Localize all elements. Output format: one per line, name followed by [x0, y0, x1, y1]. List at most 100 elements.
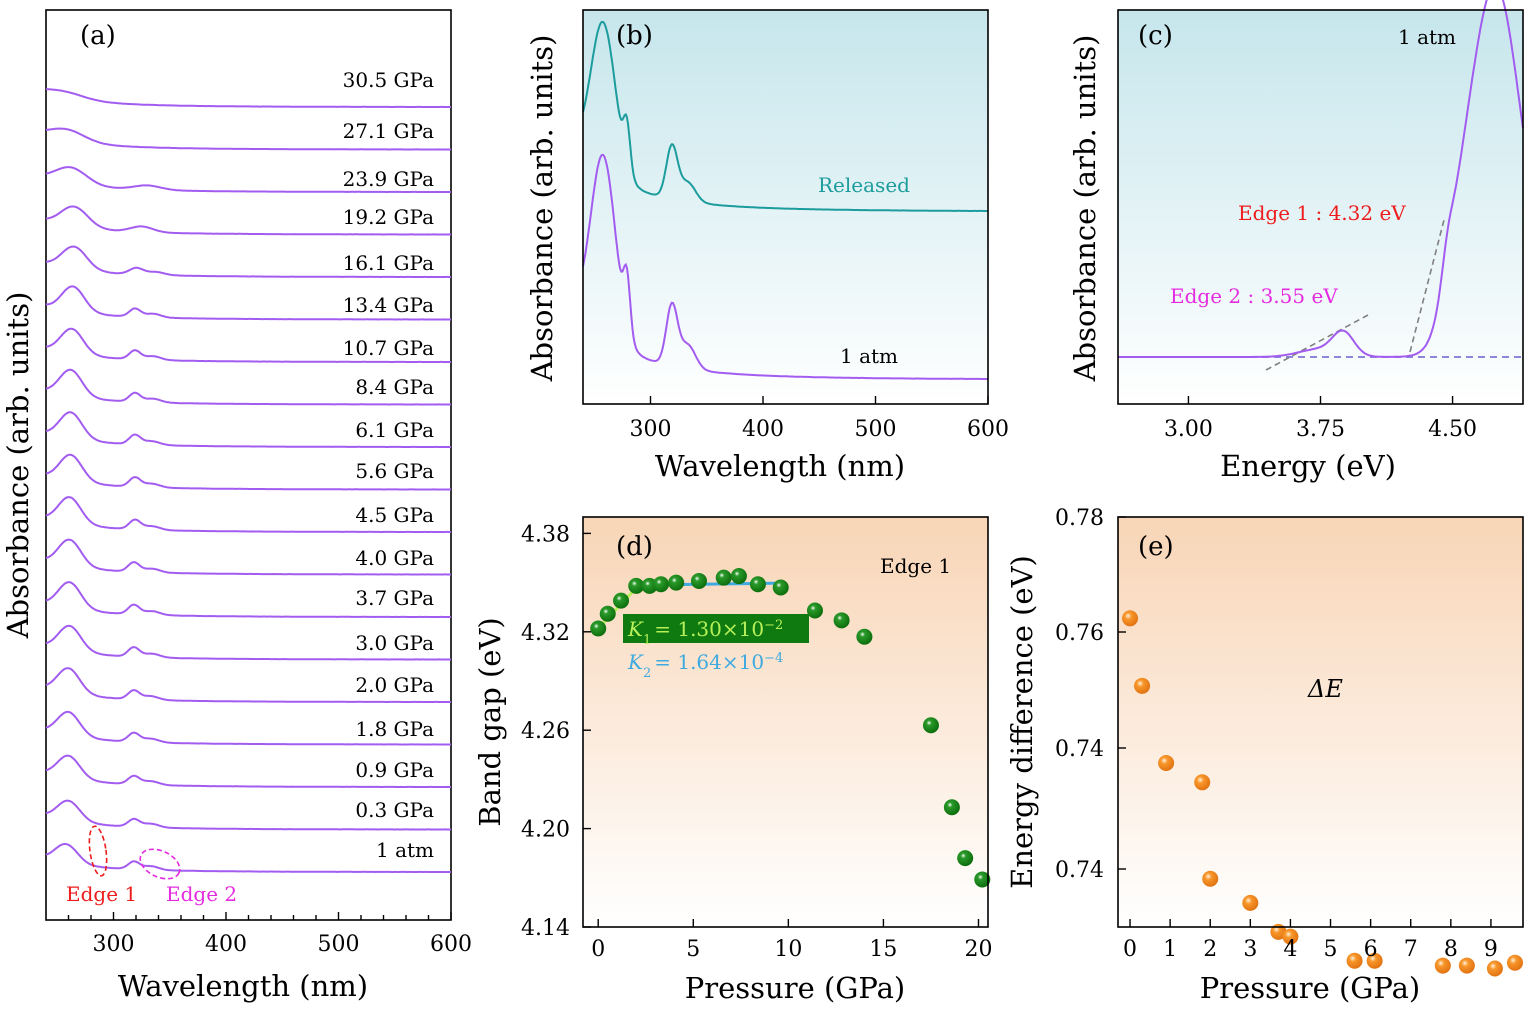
x-tick-label: 8 [1444, 937, 1458, 962]
spectrum-27-1-gpa [45, 127, 451, 151]
panel-d-data-points [590, 568, 991, 888]
data-point [690, 572, 707, 589]
data-point [1282, 928, 1299, 945]
data-point [1486, 960, 1503, 977]
x-tick-label: 4.50 [1428, 417, 1477, 442]
data-point [1458, 957, 1475, 974]
pressure-label: 2.0 GPa [355, 673, 434, 697]
x-tick-label: 400 [205, 932, 247, 957]
k2-value: = 1.64×10 [654, 650, 764, 674]
spectrum-2-0-gpa [45, 667, 451, 703]
data-point [1134, 677, 1151, 694]
spectrum-1-atm [582, 153, 988, 381]
edge2-energy-label: Edge 2 : 3.55 eV [1170, 284, 1338, 308]
panel-c-x-axis-label: Energy (eV) [1220, 449, 1396, 483]
x-tick-label: 10 [774, 937, 802, 962]
panel-c-label: (c) [1138, 21, 1173, 51]
x-tick-label: 300 [93, 932, 135, 957]
panel-e-frame [1117, 516, 1524, 928]
y-tick-label: 4.20 [521, 818, 570, 843]
data-point [957, 850, 974, 867]
panel-c-spectrum [1118, 0, 1524, 358]
pressure-label: 5.6 GPa [355, 459, 434, 483]
spectrum-30-5-gpa [45, 88, 451, 108]
data-point [599, 605, 616, 622]
panel-a-x-axis-label: Wavelength (nm) [118, 969, 368, 1003]
panel-e-x-axis-label: Pressure (GPa) [1200, 971, 1421, 1005]
data-point [1346, 952, 1363, 969]
spectrum-3-7-gpa [45, 581, 451, 619]
k2-annotation: K2 = 1.64×10−4 [627, 650, 783, 681]
edge1-ellipse [88, 825, 108, 877]
pressure-label: 16.1 GPa [343, 251, 434, 275]
spectrum-8-4-gpa [45, 368, 451, 406]
one-atm-label-b: 1 atm [840, 344, 898, 368]
edge1-legend: Edge 1 [880, 554, 951, 578]
data-point [974, 871, 991, 888]
panel-c-y-axis-label: Absorbance (arb. units) [1068, 35, 1102, 383]
panel-e-label: (e) [1138, 532, 1174, 562]
edge1-tangent [1409, 219, 1445, 353]
panel-d: 0 5 10 15 204.144.204.264.324.38 (d) Edge 1 … [473, 516, 992, 1005]
data-point [1506, 954, 1523, 971]
panel-c: 3.00 3.75 4.50 (c) 1 atm Edge 1 : 4.32 eV … [1068, 0, 1524, 483]
panel-d-x-axis-label: Pressure (GPa) [685, 971, 906, 1005]
y-tick-label: 0.78 [1055, 506, 1104, 531]
data-point [856, 628, 873, 645]
pressure-label: 3.0 GPa [355, 631, 434, 655]
spectrum-0-3-gpa [45, 799, 451, 831]
k2-symbol: K [627, 650, 644, 674]
spectrum-23-9-gpa [45, 166, 451, 193]
panel-b-background [583, 10, 988, 404]
x-tick-label: 500 [318, 932, 360, 957]
pressure-label: 3.7 GPa [355, 586, 434, 610]
panel-a-label: (a) [80, 21, 116, 51]
one-atm-label-c: 1 atm [1398, 25, 1456, 49]
edge1-energy-label: Edge 1 : 4.32 eV [1238, 201, 1406, 225]
edge1-annotation: Edge 1 [66, 882, 137, 906]
panel-a-y-axis-label: Absorbance (arb. units) [1, 292, 35, 640]
data-point [715, 569, 732, 586]
pressure-label: 0.3 GPa [355, 798, 434, 822]
panel-b-y-axis-label: Absorbance (arb. units) [525, 35, 559, 383]
x-tick-label: 600 [430, 932, 472, 957]
k1-exponent: −2 [764, 618, 783, 633]
x-tick-label: 3.00 [1164, 417, 1213, 442]
y-tick-label: 4.14 [521, 916, 570, 941]
y-tick-label: 4.38 [521, 522, 570, 547]
panel-d-frame [582, 516, 989, 928]
spectrum-3-0-gpa [45, 624, 451, 661]
panel-b: 300 400 500 600 (b) Released 1 atm Waveleng… [525, 9, 1009, 483]
panel-b-x-axis-label: Wavelength (nm) [655, 449, 905, 483]
edge2-annotation: Edge 2 [166, 882, 237, 906]
x-tick-label: 15 [869, 937, 897, 962]
panel-a-spectra [45, 88, 452, 874]
data-point [730, 568, 747, 585]
data-point [922, 717, 939, 734]
data-point [652, 576, 669, 593]
pressure-label: 30.5 GPa [343, 68, 434, 92]
data-point [1202, 870, 1219, 887]
pressure-label: 6.1 GPa [355, 418, 434, 442]
panel-b-frame [582, 9, 989, 405]
pressure-label: 1 atm [376, 838, 434, 862]
x-tick-label: 400 [742, 417, 784, 442]
pressure-label: 23.9 GPa [343, 167, 434, 191]
y-tick-label: 4.32 [521, 621, 570, 646]
x-tick-label: 7 [1404, 937, 1418, 962]
panel-b-spectra [582, 20, 988, 381]
x-tick-label: 4 [1283, 937, 1297, 962]
data-point [1242, 894, 1259, 911]
spectrum-4-0-gpa [45, 538, 451, 576]
panel-b-x-ticks: 300 400 500 600 [630, 396, 1009, 442]
x-tick-label: 3 [1243, 937, 1257, 962]
pressure-label: 19.2 GPa [343, 205, 434, 229]
k1-symbol: K [627, 617, 644, 641]
k2-subscript: 2 [643, 666, 651, 681]
k1-label-box [623, 614, 809, 643]
x-tick-label: 5 [686, 937, 700, 962]
panel-e-y-axis-label: Energy difference (eV) [1005, 555, 1039, 889]
data-point [943, 799, 960, 816]
pressure-label: 10.7 GPa [343, 336, 434, 360]
